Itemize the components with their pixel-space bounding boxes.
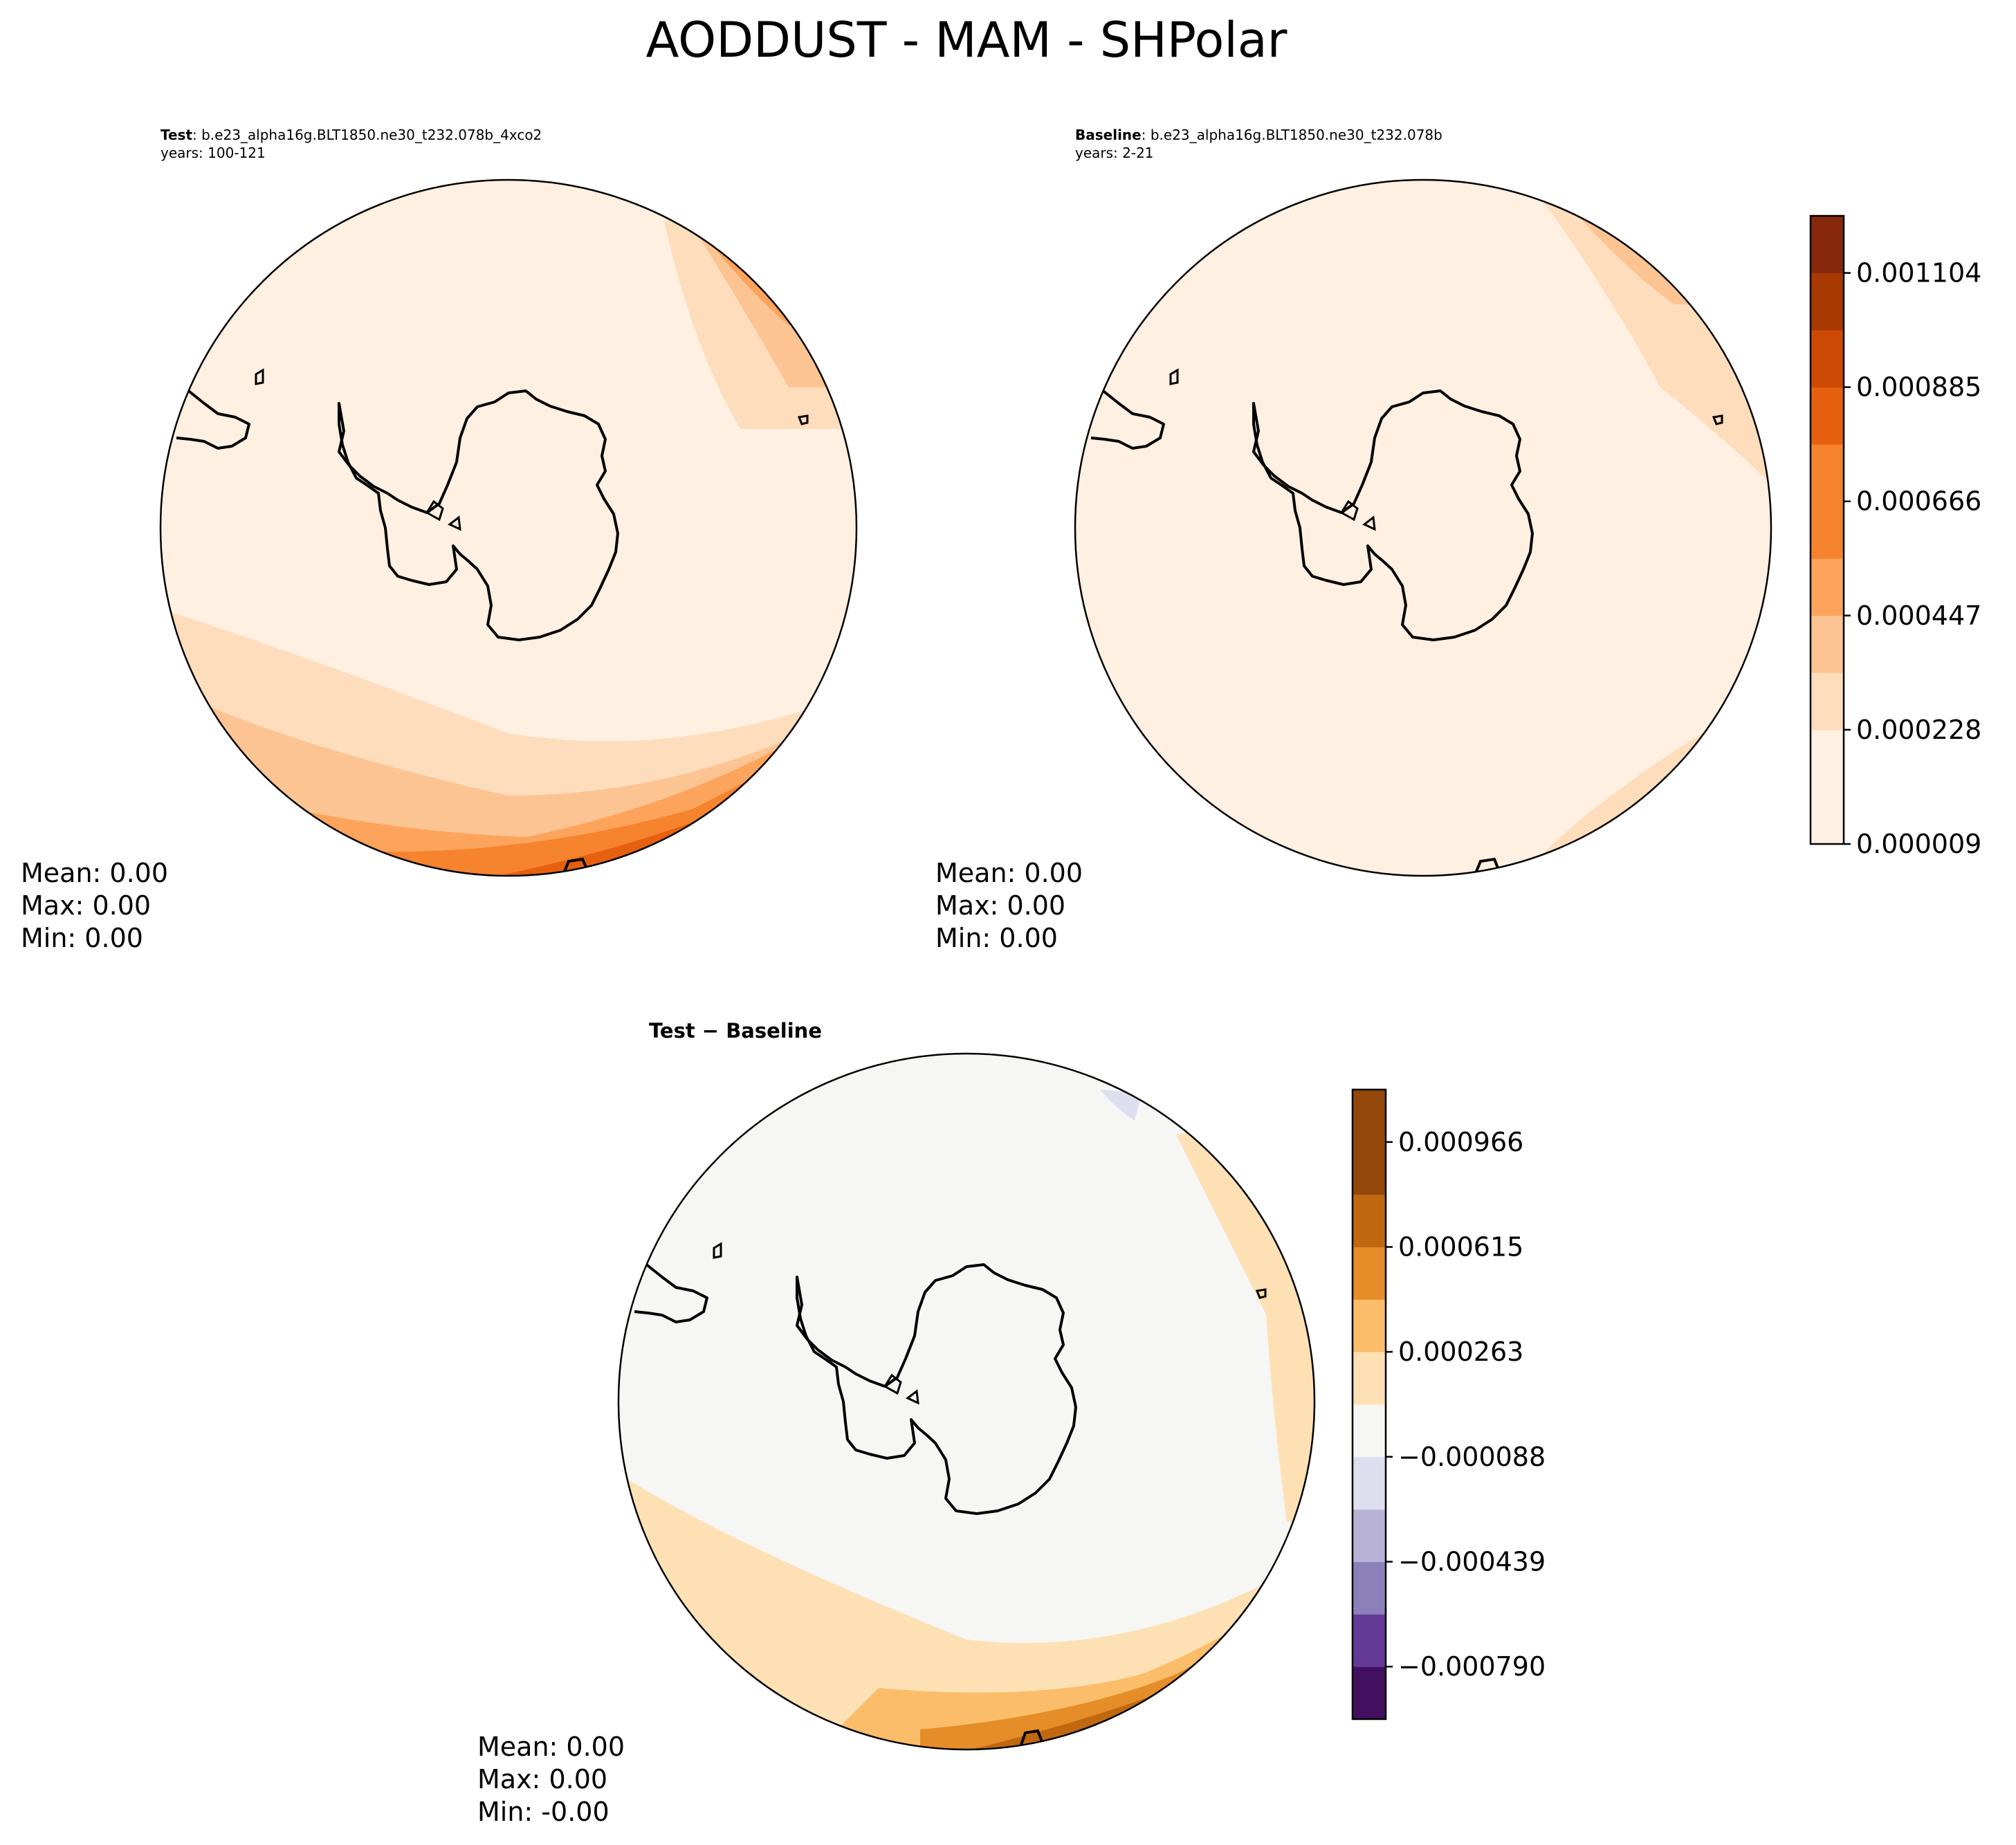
panel-test-min: Min: 0.00	[21, 923, 143, 953]
colorbar-main-tick-label: 0.000228	[1856, 715, 1981, 745]
panel-test-max: Max: 0.00	[21, 890, 151, 921]
panel-test-mean: Mean: 0.00	[21, 858, 168, 888]
panel-baseline-years: years: 2-21	[1075, 145, 1154, 161]
colorbar-diff-band	[1353, 1299, 1386, 1352]
panel-test-label: Test: b.e23_alpha16g.BLT1850.ne30_t232.0…	[161, 127, 542, 143]
panel-test-field	[161, 180, 856, 876]
colorbar-main: 0.000009 0.000228 0.000447 0.000666 0.000885…	[1809, 214, 1981, 859]
colorbar-main-band	[1811, 444, 1844, 502]
colorbar-main-tick-label: 0.000885	[1856, 372, 1981, 403]
panel-test: Test: b.e23_alpha16g.BLT1850.ne30_t232.0…	[21, 127, 858, 953]
colorbar-diff-tick-label: −0.000790	[1398, 1651, 1546, 1682]
colorbar-main-band	[1811, 672, 1844, 731]
colorbar-diff-band	[1353, 1141, 1386, 1195]
panel-diff-max: Max: 0.00	[477, 1764, 607, 1794]
panel-test-label-rest: : b.e23_alpha16g.BLT1850.ne30_t232.078b_…	[192, 127, 542, 143]
colorbar-diff: −0.000790 −0.000439 −0.000088 0.000263 0.000…	[1351, 1088, 1546, 1720]
colorbar-diff-band	[1353, 1352, 1386, 1405]
panel-diff-title: Test − Baseline	[649, 1019, 822, 1043]
panel-baseline-mean: Mean: 0.00	[935, 858, 1083, 888]
panel-baseline-min: Min: 0.00	[935, 923, 1058, 953]
colorbar-diff-tick-label: 0.000966	[1398, 1127, 1523, 1157]
colorbar-main-band	[1811, 729, 1844, 787]
panel-test-boundary	[159, 178, 858, 877]
colorbar-diff-band	[1353, 1561, 1386, 1615]
panel-diff-min: Min: -0.00	[477, 1797, 610, 1827]
colorbar-diff-band	[1353, 1247, 1386, 1300]
panel-test-years: years: 100-121	[161, 145, 266, 161]
colorbar-diff-band	[1353, 1456, 1386, 1510]
colorbar-main-band	[1811, 216, 1844, 274]
colorbar-main-band	[1811, 273, 1844, 331]
colorbar-diff-frame	[1351, 1088, 1387, 1720]
panel-diff-boundary	[617, 1052, 1316, 1751]
panel-baseline-field	[1075, 180, 1771, 876]
colorbar-diff-band	[1353, 1090, 1386, 1143]
panel-test-label-bold: Test	[161, 127, 192, 143]
colorbar-diff-band	[1353, 1614, 1386, 1667]
colorbar-main-band	[1811, 787, 1844, 845]
panel-baseline-label-rest: : b.e23_alpha16g.BLT1850.ne30_t232.078b	[1142, 127, 1442, 143]
panel-baseline-label-bold: Baseline	[1075, 127, 1142, 143]
colorbar-diff-band	[1353, 1404, 1386, 1458]
colorbar-diff-band	[1353, 1194, 1386, 1247]
colorbar-main-band	[1811, 615, 1844, 673]
colorbar-main-band	[1811, 558, 1844, 616]
panel-baseline-max: Max: 0.00	[935, 890, 1065, 921]
panel-diff-field	[618, 1054, 1314, 1750]
panel-diff: Test − Baseline Mean: 0.00 Max: 0.00 Min…	[477, 1019, 1316, 1827]
colorbar-diff-band	[1353, 1667, 1386, 1720]
colorbar-main-tick-label: 0.001104	[1856, 258, 1981, 288]
panel-baseline: Baseline: b.e23_alpha16g.BLT1850.ne30_t2…	[935, 127, 1772, 953]
colorbar-diff-tick-label: 0.000263	[1398, 1337, 1523, 1367]
colorbar-diff-tick-label: −0.000439	[1398, 1547, 1546, 1577]
colorbar-main-band	[1811, 501, 1844, 559]
colorbar-diff-tick-label: 0.000615	[1398, 1232, 1523, 1263]
colorbar-main-band	[1811, 387, 1844, 445]
colorbar-diff-tick-label: −0.000088	[1398, 1442, 1546, 1472]
colorbar-diff-band	[1353, 1509, 1386, 1562]
panel-diff-mean: Mean: 0.00	[477, 1732, 625, 1762]
colorbar-main-band	[1811, 330, 1844, 388]
colorbar-main-frame	[1809, 214, 1845, 845]
colorbar-main-tick-label: 0.000447	[1856, 600, 1981, 631]
figure-title: AODDUST - MAM - SHPolar	[646, 12, 1288, 68]
colorbar-main-tick-label: 0.000009	[1856, 829, 1981, 859]
panel-baseline-boundary	[1074, 178, 1772, 877]
colorbar-main-tick-label: 0.000666	[1856, 486, 1981, 517]
panel-baseline-label: Baseline: b.e23_alpha16g.BLT1850.ne30_t2…	[1075, 127, 1442, 143]
